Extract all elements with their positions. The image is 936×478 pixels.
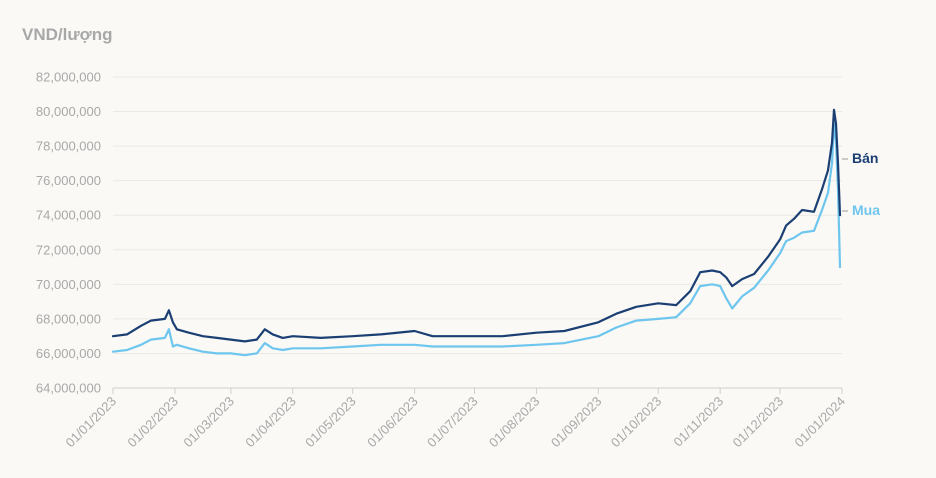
series-line-ban [111, 108, 842, 343]
x-tick-label: 01/11/2023 [670, 394, 726, 450]
y-tick-label: 76,000,000 [36, 173, 101, 188]
x-tick-label: 01/03/2023 [180, 394, 237, 451]
y-tick-label: 64,000,000 [36, 381, 101, 396]
y-unit-label: VND/lượng [22, 25, 113, 44]
x-tick-label: 01/09/2023 [548, 394, 605, 451]
y-tick-label: 66,000,000 [36, 346, 101, 361]
x-tick-label: 01/02/2023 [124, 394, 181, 451]
x-tick-label: 01/01/2023 [62, 394, 119, 451]
y-tick-label: 78,000,000 [36, 139, 101, 154]
legend-label-mua: Mua [852, 202, 880, 218]
x-tick-label: 01/12/2023 [730, 394, 787, 451]
legend-label-ban: Bán [852, 150, 878, 166]
x-tick-label: 01/05/2023 [302, 394, 359, 451]
y-tick-label: 72,000,000 [36, 242, 101, 257]
y-tick-label: 68,000,000 [36, 311, 101, 326]
x-tick-label: 01/04/2023 [242, 394, 299, 451]
x-tick-label: 01/10/2023 [608, 394, 665, 451]
legend: Bán Mua [842, 150, 880, 218]
y-tick-label: 74,000,000 [36, 208, 101, 223]
y-axis-ticks: 64,000,000 66,000,000 68,000,000 70,000,000… [36, 70, 101, 396]
series-line-mua [111, 122, 842, 357]
x-tick-label: 01/06/2023 [364, 394, 421, 451]
series-lines [111, 108, 842, 357]
grid-lines [113, 76, 842, 354]
y-tick-label: 80,000,000 [36, 104, 101, 119]
x-tick-label: 01/08/2023 [486, 394, 543, 451]
y-tick-label: 70,000,000 [36, 277, 101, 292]
x-tick-label: 01/07/2023 [424, 394, 481, 451]
x-tick-label: 01/01/2024 [791, 394, 848, 451]
x-axis-ticks: 01/01/2023 01/02/2023 01/03/2023 01/04/2023… [62, 388, 848, 450]
y-tick-label: 82,000,000 [36, 70, 101, 85]
